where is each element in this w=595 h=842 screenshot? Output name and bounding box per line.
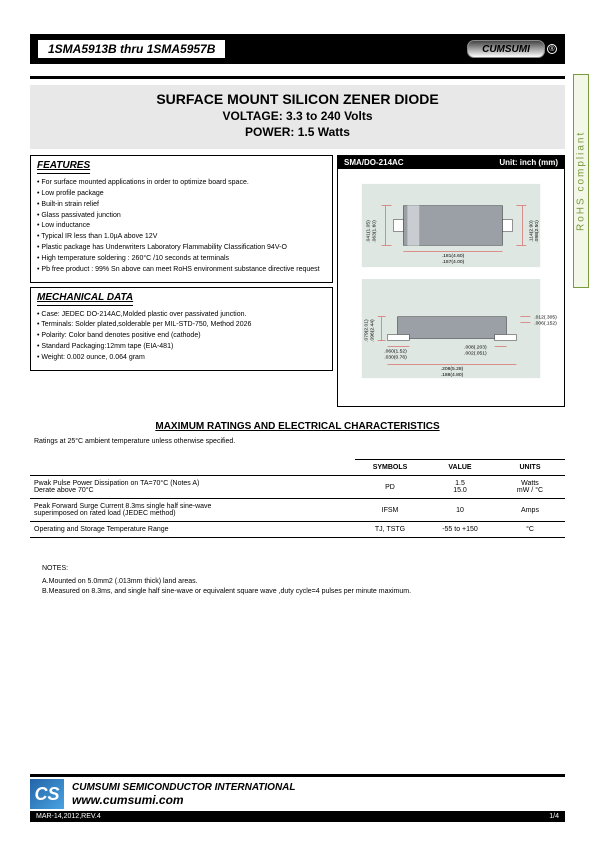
mechanical-item: • Weight: 0.002 ounce, 0.064 gram <box>37 353 326 364</box>
rohs-badge: RoHS compliant <box>573 74 589 288</box>
package-header: SMA/DO-214AC Unit: inch (mm) <box>338 156 564 169</box>
main-title: SURFACE MOUNT SILICON ZENER DIODE <box>30 91 565 107</box>
mechanical-box: MECHANICAL DATA • Case: JEDEC DO-214AC,M… <box>30 287 333 371</box>
col-units: UNITS <box>495 460 565 476</box>
svg-text:.063(1.60): .063(1.60) <box>372 220 378 243</box>
svg-text:.060(1.52): .060(1.52) <box>384 348 407 354</box>
svg-text:.096(2.44): .096(2.44) <box>370 319 376 342</box>
col-value: VALUE <box>425 460 495 476</box>
svg-text:.114(2.90): .114(2.90) <box>528 220 534 242</box>
mechanical-item: • Case: JEDEC DO-214AC,Molded plastic ov… <box>37 310 326 321</box>
col-symbols: SYMBOLS <box>355 460 425 476</box>
svg-text:.079(2.01): .079(2.01) <box>364 319 370 342</box>
features-heading: FEATURES <box>37 160 90 174</box>
brand-text: CUMSUMI <box>482 44 530 55</box>
feature-item: • Low inductance <box>37 221 326 232</box>
notes: NOTES: A.Mounted on 5.0mm2 (.013mm thick… <box>30 564 565 598</box>
svg-text:.157(4.00): .157(4.00) <box>442 259 465 265</box>
footer-page: 1/4 <box>549 813 559 820</box>
table-row: Pwak Pulse Power Dissipation on TA=70°C … <box>30 476 565 499</box>
ratings-condition: Ratings at 25°C ambient temperature unle… <box>30 438 565 445</box>
header-bar: 1SMA5913B thru 1SMA5957B CUMSUMI ® <box>30 34 565 64</box>
feature-item: • For surface mounted applications in or… <box>37 178 326 189</box>
package-diagram: SMA/DO-214AC Unit: inch (mm) .181(4.60).… <box>337 155 565 407</box>
table-row: Peak Forward Surge Current 8.3ms single … <box>30 499 565 522</box>
package-svg: .181(4.60).157(4.00) .114(2.90).098(2.50)… <box>338 169 564 397</box>
svg-text:.008(.203): .008(.203) <box>464 344 487 350</box>
svg-text:.006(.152): .006(.152) <box>534 321 557 327</box>
feature-item: • Plastic package has Underwriters Labor… <box>37 243 326 254</box>
feature-item: • Built-in strain relief <box>37 200 326 211</box>
feature-item: • Low profile package <box>37 189 326 200</box>
part-range: 1SMA5913B thru 1SMA5957B <box>38 40 225 58</box>
table-row: Operating and Storage Temperature RangeT… <box>30 522 565 538</box>
svg-text:.002(.051): .002(.051) <box>464 350 487 356</box>
features-list: • For surface mounted applications in or… <box>37 178 326 276</box>
footer-url: www.cumsumi.com <box>72 793 296 807</box>
svg-text:.098(2.50): .098(2.50) <box>534 220 540 243</box>
brand-logo-img: CUMSUMI <box>467 40 545 58</box>
note-item: A.Mounted on 5.0mm2 (.013mm thick) land … <box>42 577 565 588</box>
mechanical-item: • Terminals: Solder plated,solderable pe… <box>37 320 326 331</box>
feature-item: • Glass passivated junction <box>37 211 326 222</box>
mechanical-list: • Case: JEDEC DO-214AC,Molded plastic ov… <box>37 310 326 364</box>
svg-text:.030(0.76): .030(0.76) <box>384 354 407 360</box>
trademark: ® <box>547 44 557 54</box>
footer: CS CUMSUMI SEMICONDUCTOR INTERNATIONAL w… <box>30 774 565 822</box>
brand-logo: CUMSUMI ® <box>467 40 557 58</box>
feature-item: • High temperature soldering : 260°C /10… <box>37 254 326 265</box>
footer-logo: CS <box>30 779 64 809</box>
note-item: B.Measured on 8.3ms, and single half sin… <box>42 587 565 598</box>
package-unit: Unit: inch (mm) <box>499 158 558 167</box>
ratings-heading: MAXIMUM RATINGS AND ELECTRICAL CHARACTER… <box>30 421 565 432</box>
footer-company: CUMSUMI SEMICONDUCTOR INTERNATIONAL <box>72 782 296 793</box>
features-box: FEATURES • For surface mounted applicati… <box>30 155 333 283</box>
svg-text:.188(4.80): .188(4.80) <box>441 372 464 378</box>
feature-item: • Pb free product : 99% Sn above can mee… <box>37 265 326 276</box>
package-label: SMA/DO-214AC <box>344 158 404 167</box>
ratings-table: SYMBOLS VALUE UNITS Pwak Pulse Power Dis… <box>30 459 565 538</box>
svg-text:.208(5.28): .208(5.28) <box>441 366 464 372</box>
svg-text:.012(.305): .012(.305) <box>534 315 557 321</box>
svg-text:.181(4.60): .181(4.60) <box>442 253 465 259</box>
power-title: POWER: 1.5 Watts <box>30 125 565 139</box>
divider <box>30 76 565 79</box>
voltage-title: VOLTAGE: 3.3 to 240 Volts <box>30 109 565 123</box>
feature-item: • Typical IR less than 1.0µA above 12V <box>37 232 326 243</box>
footer-rev: MAR-14,2012,REV.4 <box>36 813 101 820</box>
notes-heading: NOTES: <box>42 564 565 575</box>
mechanical-heading: MECHANICAL DATA <box>37 292 133 306</box>
title-area: SURFACE MOUNT SILICON ZENER DIODE VOLTAG… <box>30 85 565 149</box>
mechanical-item: • Standard Packaging:12mm tape (EIA-481) <box>37 342 326 353</box>
svg-text:.041(1.05): .041(1.05) <box>366 220 372 243</box>
mechanical-item: • Polarity: Color band denotes positive … <box>37 331 326 342</box>
